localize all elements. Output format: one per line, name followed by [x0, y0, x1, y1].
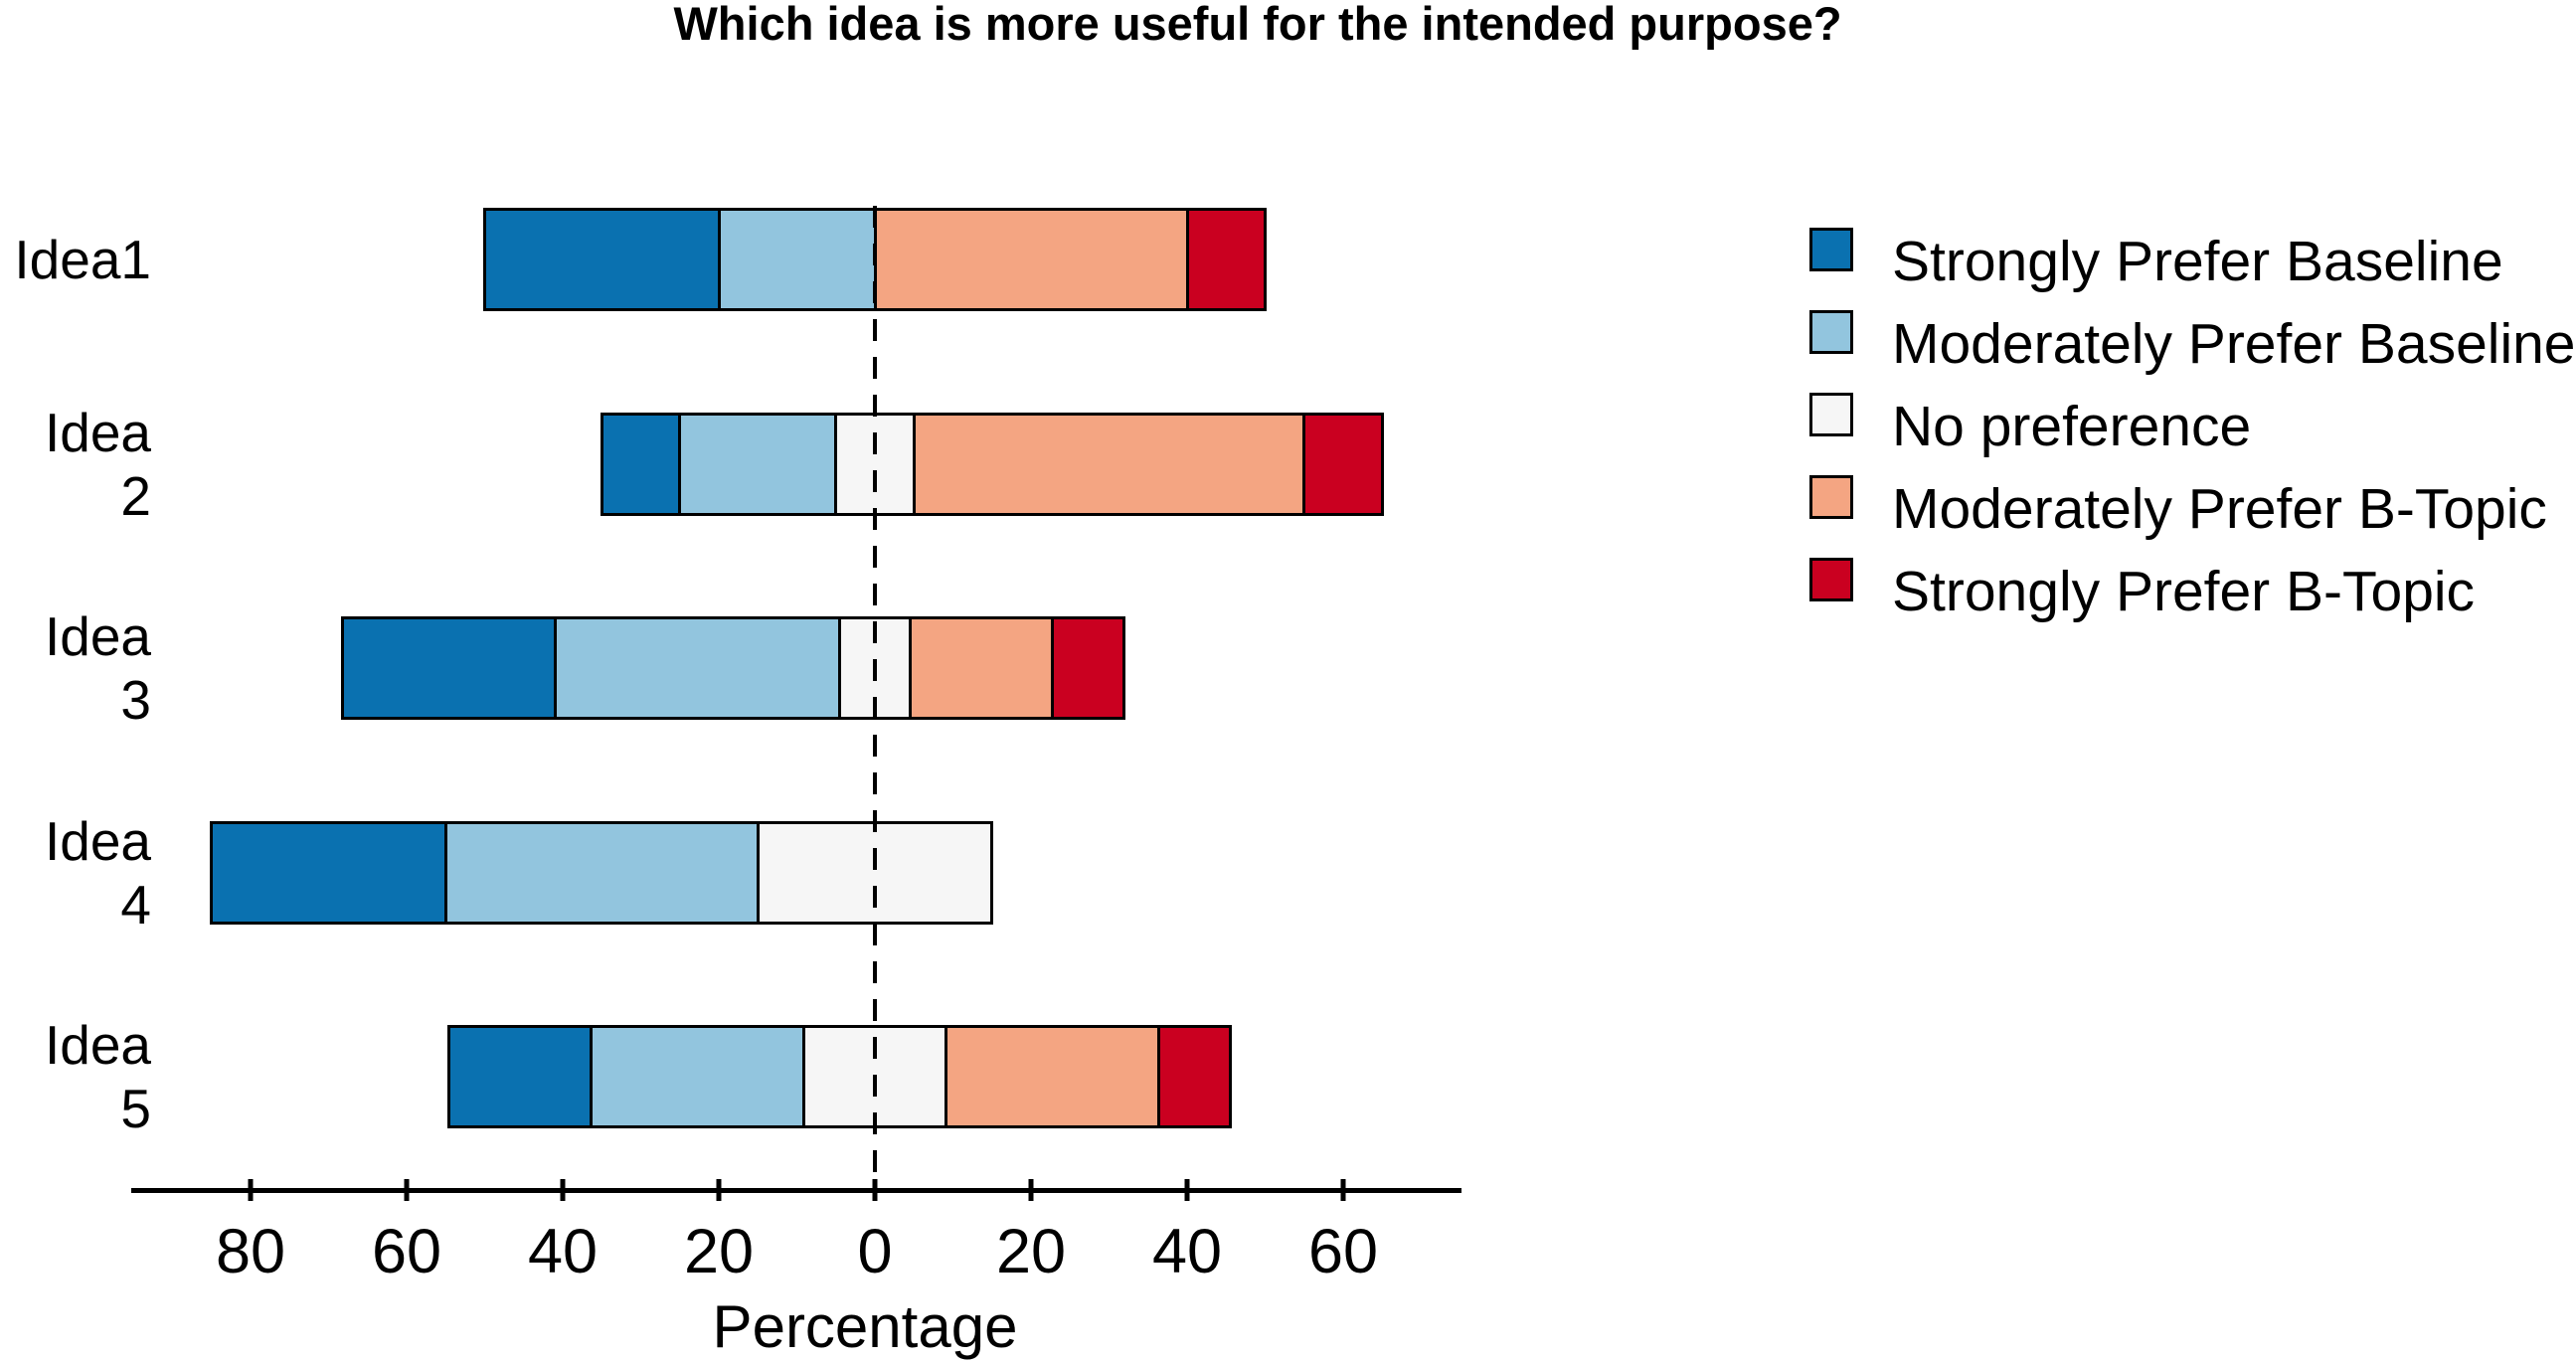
bar-row: Idea 4 — [0, 810, 2576, 936]
category-label: Idea1 — [14, 229, 151, 290]
bar-segment — [1051, 616, 1125, 720]
x-axis-tick — [404, 1179, 410, 1201]
bar-segment — [1302, 412, 1384, 516]
legend-swatch — [1809, 475, 1853, 519]
bar-segment — [1157, 1025, 1232, 1128]
category-label: Idea 5 — [44, 1014, 151, 1139]
x-tick-label: 40 — [1151, 1217, 1223, 1286]
x-tick-label: 20 — [683, 1217, 755, 1286]
x-tick-label: 40 — [527, 1217, 599, 1286]
bar-segment — [589, 1025, 806, 1128]
x-axis-title: Percentage — [712, 1293, 1018, 1360]
x-tick-label: 60 — [1307, 1217, 1379, 1286]
x-tick-label: 20 — [995, 1217, 1067, 1286]
bar-segment — [909, 616, 1055, 720]
bar-segment — [678, 412, 838, 516]
x-axis-line — [131, 1187, 1461, 1193]
bar-segment — [340, 616, 558, 720]
category-label: Idea 4 — [44, 809, 151, 936]
legend-label: No preference — [1892, 395, 2252, 458]
bar-segment — [1185, 208, 1267, 311]
x-axis-tick — [1184, 1179, 1190, 1201]
category-label: Idea 3 — [44, 605, 151, 731]
legend-label: Moderately Prefer B-Topic — [1892, 477, 2547, 541]
x-tick-label: 80 — [215, 1217, 286, 1286]
legend-label: Strongly Prefer Baseline — [1892, 230, 2503, 293]
x-tick-label: 0 — [857, 1217, 893, 1286]
bar-segment — [443, 820, 760, 925]
bar-segment — [210, 820, 447, 925]
x-tick-label: 60 — [371, 1217, 442, 1286]
bar-segment — [600, 412, 682, 516]
x-axis-tick — [872, 1179, 878, 1201]
bar-segment — [912, 412, 1306, 516]
bar-row: Idea 3 — [0, 605, 2576, 731]
legend-swatch — [1809, 393, 1853, 436]
x-axis-tick — [560, 1179, 566, 1201]
bar-segment — [446, 1025, 593, 1128]
chart-title: Which idea is more useful for the intend… — [673, 0, 1842, 50]
x-axis-tick — [1028, 1179, 1034, 1201]
legend-swatch — [1809, 228, 1853, 271]
bar-segment — [483, 208, 721, 311]
x-axis-tick — [1340, 1179, 1346, 1201]
bar-segment — [944, 1025, 1161, 1128]
legend-label: Strongly Prefer B-Topic — [1892, 560, 2476, 623]
bar-row: Idea 5 — [0, 1014, 2576, 1139]
zero-dashed-line — [873, 206, 877, 1190]
bar-segment — [717, 208, 877, 311]
x-axis-tick — [716, 1179, 722, 1201]
category-label: Idea 2 — [44, 401, 151, 527]
legend-swatch — [1809, 310, 1853, 354]
bar-segment — [873, 208, 1189, 311]
x-axis-tick — [248, 1179, 254, 1201]
bar-segment — [554, 616, 841, 720]
legend-swatch — [1809, 558, 1853, 601]
legend-label: Moderately Prefer Baseline — [1892, 312, 2576, 376]
bar-row: Idea1 — [0, 208, 2576, 311]
